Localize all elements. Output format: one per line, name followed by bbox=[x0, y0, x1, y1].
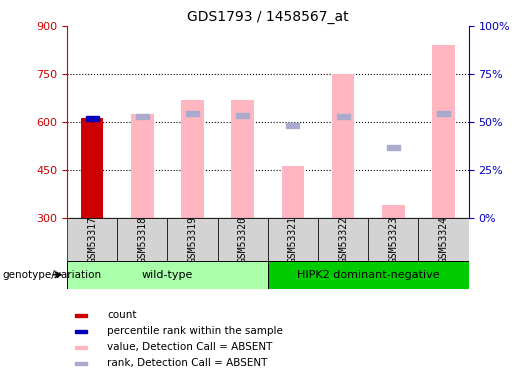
Bar bbox=[236, 113, 249, 118]
Bar bbox=[75, 362, 87, 365]
Bar bbox=[337, 114, 350, 119]
Bar bbox=[387, 145, 400, 150]
Text: GSM53323: GSM53323 bbox=[388, 216, 398, 262]
Bar bbox=[181, 100, 204, 218]
Text: GSM53322: GSM53322 bbox=[338, 216, 348, 262]
Text: GSM53319: GSM53319 bbox=[187, 216, 197, 262]
Bar bbox=[167, 217, 217, 261]
Text: value, Detection Call = ABSENT: value, Detection Call = ABSENT bbox=[107, 342, 272, 352]
Bar bbox=[75, 330, 87, 333]
Text: GSM53321: GSM53321 bbox=[288, 216, 298, 262]
Text: rank, Detection Call = ABSENT: rank, Detection Call = ABSENT bbox=[107, 358, 267, 368]
Text: GSM53324: GSM53324 bbox=[439, 216, 449, 262]
Text: wild-type: wild-type bbox=[142, 270, 193, 280]
Bar bbox=[418, 217, 469, 261]
Bar bbox=[81, 118, 104, 218]
Bar bbox=[218, 217, 268, 261]
Text: count: count bbox=[107, 310, 136, 321]
Bar bbox=[437, 111, 450, 116]
Bar bbox=[282, 166, 304, 218]
Bar bbox=[67, 261, 268, 289]
Bar bbox=[332, 74, 354, 217]
Text: GSM53317: GSM53317 bbox=[87, 216, 97, 262]
Text: genotype/variation: genotype/variation bbox=[3, 270, 101, 280]
Bar bbox=[136, 114, 149, 118]
Bar bbox=[318, 217, 368, 261]
Text: percentile rank within the sample: percentile rank within the sample bbox=[107, 326, 283, 336]
Text: HIPK2 dominant-negative: HIPK2 dominant-negative bbox=[297, 270, 439, 280]
Bar bbox=[286, 123, 299, 128]
Bar bbox=[131, 114, 153, 218]
Bar bbox=[382, 205, 405, 218]
Bar bbox=[268, 217, 318, 261]
Bar bbox=[117, 217, 167, 261]
Bar bbox=[75, 314, 87, 317]
Bar bbox=[67, 217, 117, 261]
Bar bbox=[231, 100, 254, 218]
Text: GSM53320: GSM53320 bbox=[238, 216, 248, 262]
Title: GDS1793 / 1458567_at: GDS1793 / 1458567_at bbox=[187, 10, 349, 24]
Bar bbox=[75, 346, 87, 349]
Bar bbox=[85, 116, 98, 120]
Bar bbox=[186, 111, 199, 116]
Bar bbox=[368, 217, 418, 261]
Bar bbox=[432, 45, 455, 218]
Text: GSM53318: GSM53318 bbox=[138, 216, 147, 262]
Bar bbox=[268, 261, 469, 289]
